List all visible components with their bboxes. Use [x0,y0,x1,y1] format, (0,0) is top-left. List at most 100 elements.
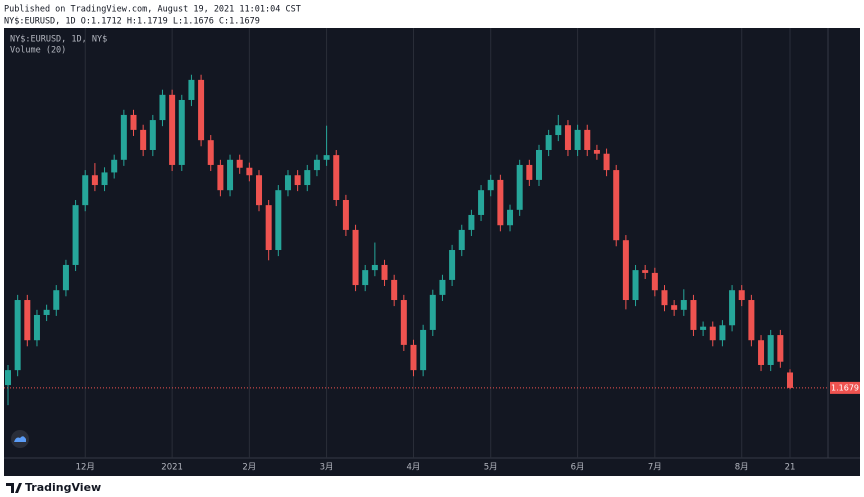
candle-body [661,290,668,306]
candle-body [188,79,195,100]
candle-body [613,170,620,241]
symbol-line: NY$:EURUSD, 1D O:1.1712 H:1.1719 L:1.167… [4,17,260,27]
candle-body [381,264,388,280]
chart-background [4,28,860,476]
candle-body [651,272,658,291]
candle-body [304,170,311,186]
last-price-tag [830,381,860,394]
x-tick-label: 3月 [320,463,334,473]
candle-body [72,205,79,265]
candle-body [43,309,50,315]
candle-body [294,175,301,186]
candle-body [584,129,591,150]
footer-logo [6,483,22,493]
candle-body [371,264,378,271]
candle-body [690,300,697,330]
candle-body [159,94,166,121]
x-tick-label: 5月 [484,463,498,473]
candle-body [632,270,639,301]
candle-body [284,175,291,191]
x-tick-label: 12月 [76,463,95,473]
candle-body [313,159,320,171]
candle-body [671,305,678,310]
candle-body [323,155,330,160]
candle-body [709,326,716,341]
x-tick-label: 8月 [735,463,749,473]
legend-symbol: NY$:EURUSD, 1D, NY$ [10,35,107,45]
x-tick-label: 4月 [407,463,421,473]
candle-body [680,300,687,310]
candle-body [564,125,571,150]
candle-body [700,326,707,330]
candle-body [33,314,40,341]
candle-body [787,372,793,388]
candle-body [516,164,523,210]
candle-body [14,300,21,371]
candle-body [719,325,726,341]
footer: TradingView [6,481,101,494]
candle-body [82,175,89,206]
candle-body [169,94,176,165]
candle-body [101,172,108,186]
candle-body [62,264,69,291]
last-price-label: 1.1679 [831,383,859,392]
candle-body [507,209,514,226]
candle-body [458,229,465,251]
logo-icon [14,436,26,442]
candle-body [603,153,610,171]
candle-body [198,79,205,141]
candle-body [24,300,31,341]
candle-body [487,179,494,191]
candle-body [535,149,542,180]
candle-body [265,205,272,251]
candle-body [217,164,224,191]
candle-body [468,214,475,230]
candle-body [622,240,629,301]
candle-body [420,329,427,371]
candle-body [642,270,649,273]
candle-body [478,190,485,215]
candle-body [410,344,417,371]
candle-body [497,179,504,226]
x-tick-label: 21 [785,463,796,473]
x-tick-label: 2月 [242,463,256,473]
legend-volume: Volume (20) [10,46,66,56]
x-tick-label: 2021 [161,463,183,473]
candle-body [593,149,600,154]
candle-body [236,159,243,168]
candle-body [53,290,60,310]
candle-body [275,190,282,251]
candle-body [738,290,745,301]
candle-body [545,135,552,150]
candle-body [246,167,253,176]
candle-body [767,335,774,365]
footer-brand: TradingView [25,481,101,494]
candle-body [758,340,765,365]
candle-body [91,175,98,186]
candle-body [111,159,118,173]
candle-body [391,279,398,301]
candle-body [227,159,234,191]
candle-body [362,270,369,286]
candle-body [130,114,137,130]
published-line: Published on TradingView.com, August 19,… [4,5,301,15]
candle-body [449,250,456,280]
candle-body [555,125,562,136]
candle-body [5,370,11,386]
candle-body [342,200,349,230]
candle-body [140,129,147,150]
candle-body [777,335,784,362]
candle-body [526,164,533,180]
candle-body [574,129,581,150]
candle-body [333,155,340,200]
candle-body [729,290,736,326]
candle-body [178,99,185,165]
x-tick-label: 7月 [648,463,662,473]
candle-body [352,229,359,286]
candle-body [256,175,263,206]
x-tick-label: 6月 [571,463,585,473]
candle-body [149,120,156,150]
candle-body [400,300,407,345]
candle-body [439,279,446,295]
